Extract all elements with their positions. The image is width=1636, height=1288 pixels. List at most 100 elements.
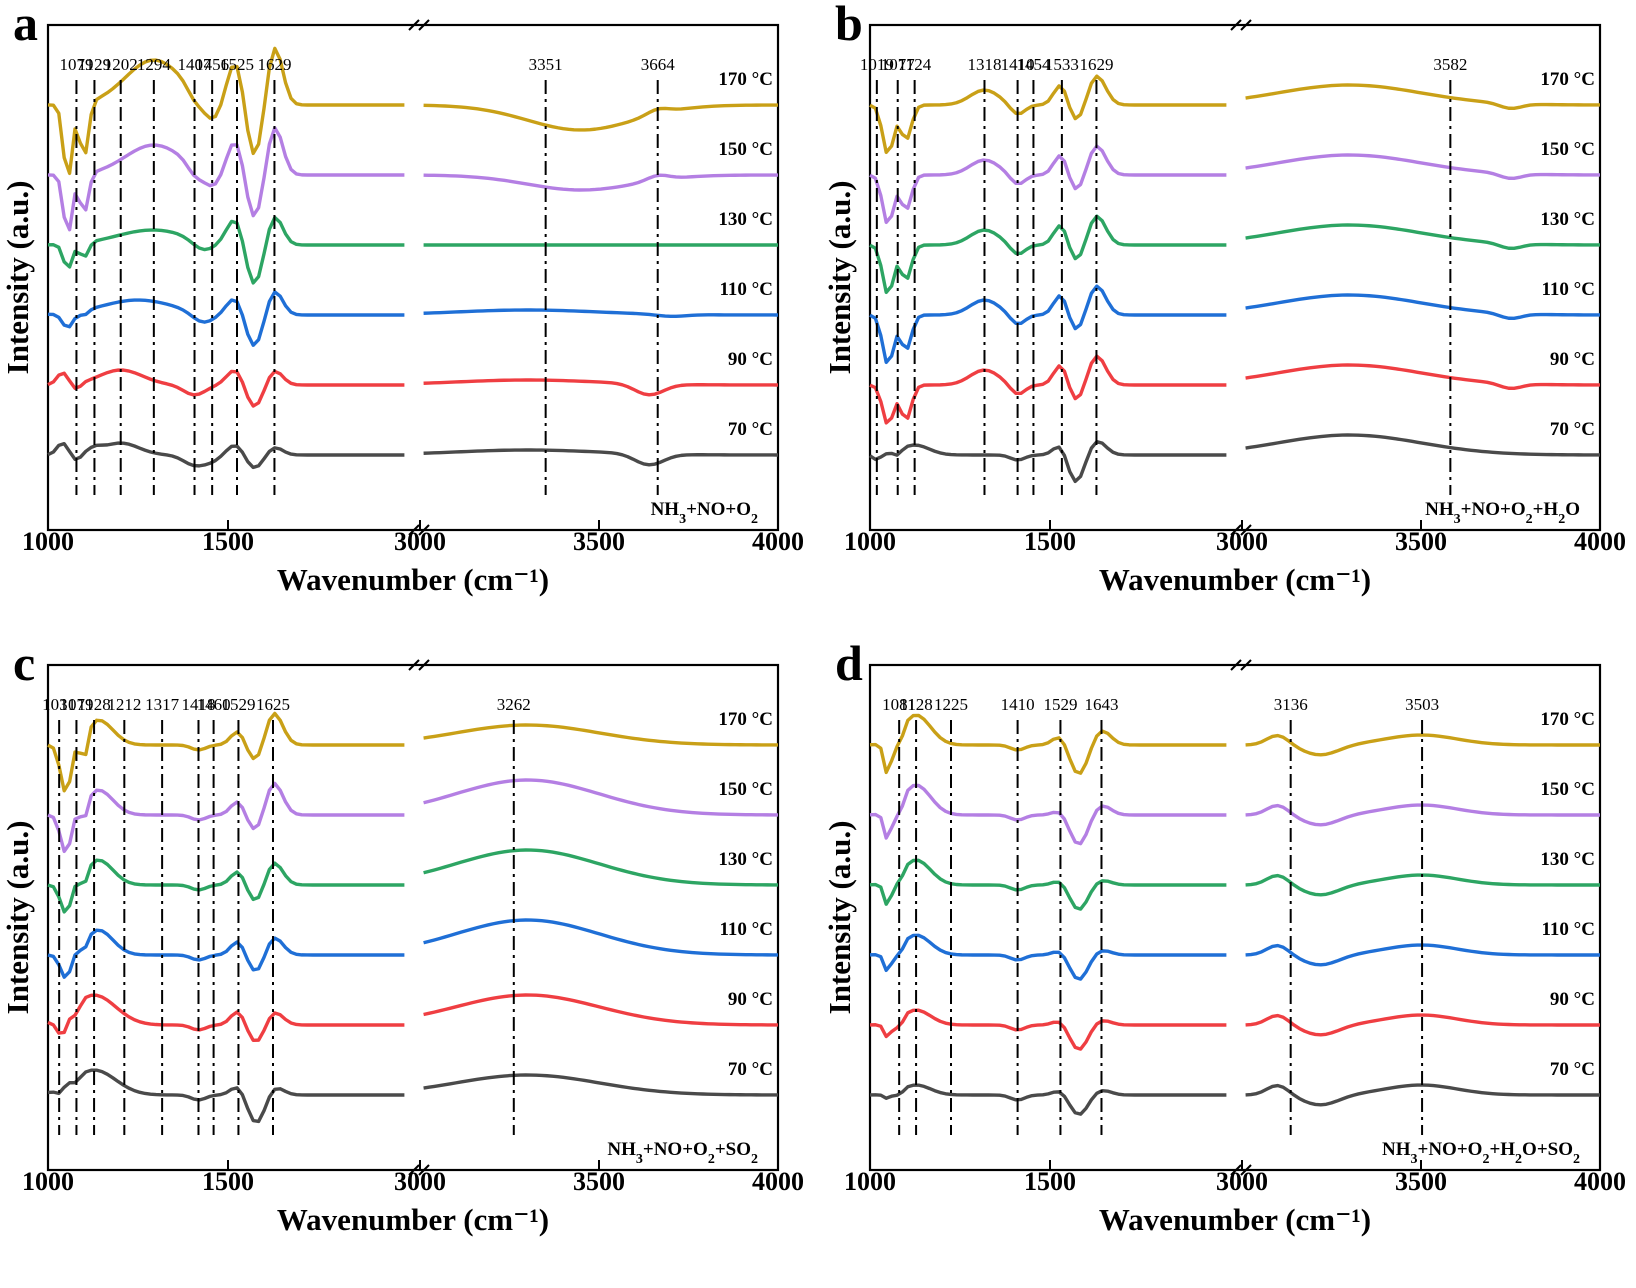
axis-break: [1230, 524, 1242, 536]
peak-label: 1456: [195, 55, 229, 74]
y-axis-title: Intensity (a.u.): [0, 821, 35, 1015]
peak-label: 1128: [77, 695, 110, 714]
series-line-right: [423, 448, 779, 467]
temp-label: 110 °C: [719, 919, 773, 940]
series-line-left: [869, 354, 1227, 425]
series-line-right: [1245, 223, 1601, 251]
peak-label: 1629: [257, 55, 291, 74]
peak-label: 3351: [529, 55, 563, 74]
x-axis-title: Wavenumber (cm⁻¹): [1099, 562, 1371, 597]
panel-d: d Wavenumber (cm⁻¹) Intensity (a.u.) NH3+NO…: [822, 635, 1626, 1237]
y-axis-title: Intensity (a.u.): [0, 181, 35, 375]
peak-label: 1294: [137, 55, 172, 74]
series-line-left: [47, 368, 405, 408]
series-line-left: [869, 783, 1227, 846]
peak-label: 1643: [1084, 695, 1118, 714]
series-line-left: [47, 126, 405, 232]
series-line-right: [423, 778, 779, 817]
peak-label: 1525: [220, 55, 254, 74]
axis-break: [1240, 524, 1252, 536]
series-line-left: [47, 711, 405, 793]
series-line-left: [869, 933, 1227, 981]
peak-label: 1128: [899, 695, 932, 714]
peak-label: 1460: [197, 695, 231, 714]
peak-label: 1077: [881, 55, 916, 74]
peak-label: 3582: [1433, 55, 1467, 74]
axis-break: [1230, 1164, 1242, 1176]
temp-label: 70 °C: [1550, 1059, 1595, 1080]
x-tick-label: 1000: [844, 1167, 896, 1196]
peak-label: 1410: [1001, 695, 1035, 714]
axis-break: [418, 524, 430, 536]
series-line-left: [869, 144, 1227, 225]
series-line-right: [1245, 293, 1601, 321]
series-line-right: [423, 993, 779, 1027]
temp-label: 110 °C: [719, 279, 773, 300]
x-tick-label: 4000: [1574, 527, 1626, 556]
series-line-right: [423, 1073, 779, 1097]
gas-composition-label: NH3+NO+O2: [651, 499, 758, 527]
panel-a: a Wavenumber (cm⁻¹) Intensity (a.u.) NH3+NO…: [0, 0, 804, 597]
series-line-right: [423, 848, 779, 887]
axis-break: [1240, 19, 1252, 31]
temp-label: 90 °C: [1550, 349, 1595, 370]
temp-label: 150 °C: [718, 139, 773, 160]
series-line-right: [423, 103, 779, 132]
x-tick-label: 3000: [1216, 527, 1268, 556]
x-tick-label: 3500: [1395, 527, 1447, 556]
axis-break: [1240, 659, 1252, 671]
peak-label: 1124: [898, 55, 932, 74]
axis-break: [418, 19, 430, 31]
panel-c: c Wavenumber (cm⁻¹) Intensity (a.u.) NH3+NO…: [0, 635, 804, 1237]
x-tick-label: 3000: [394, 527, 446, 556]
series-line-left: [869, 713, 1227, 775]
y-axis-title: Intensity (a.u.): [822, 181, 857, 375]
x-tick-label: 1500: [1024, 1167, 1076, 1196]
y-axis-title: Intensity (a.u.): [822, 821, 857, 1015]
series-line-left: [869, 1083, 1227, 1116]
series-line-left: [869, 214, 1227, 295]
temp-label: 70 °C: [728, 1059, 773, 1080]
series-line-left: [869, 439, 1227, 484]
temp-label: 90 °C: [728, 349, 773, 370]
peak-label: 1454: [1016, 55, 1050, 74]
series-line-left: [47, 781, 405, 854]
x-tick-label: 1500: [202, 527, 254, 556]
series-line-left: [47, 1068, 405, 1124]
temp-label: 70 °C: [728, 419, 773, 440]
series-line-left: [47, 290, 405, 347]
temp-label: 70 °C: [1550, 419, 1595, 440]
peak-label: 1418: [181, 695, 215, 714]
peak-label: 1031: [42, 695, 76, 714]
peak-label: 3664: [641, 55, 676, 74]
x-tick-label: 3500: [1395, 1167, 1447, 1196]
peak-label: 1529: [1043, 695, 1077, 714]
peak-label: 1533: [1045, 55, 1079, 74]
axis-break: [1240, 1164, 1252, 1176]
series-line-right: [1245, 363, 1601, 391]
temp-label: 130 °C: [718, 209, 773, 230]
axis-break: [418, 1164, 430, 1176]
temp-label: 150 °C: [1540, 139, 1595, 160]
series-line-right: [423, 723, 779, 747]
temp-label: 130 °C: [1540, 209, 1595, 230]
x-tick-label: 1000: [22, 527, 74, 556]
temp-label: 170 °C: [718, 69, 773, 90]
temp-label: 90 °C: [1550, 989, 1595, 1010]
axis-break: [1230, 659, 1242, 671]
temp-label: 90 °C: [728, 989, 773, 1010]
series-line-right: [423, 918, 779, 957]
panel-b: b Wavenumber (cm⁻¹) Intensity (a.u.) NH3+NO…: [822, 0, 1626, 597]
series-line-right: [1245, 433, 1601, 457]
x-tick-label: 3000: [1216, 1167, 1268, 1196]
x-tick-label: 3000: [394, 1167, 446, 1196]
x-tick-label: 3500: [573, 527, 625, 556]
x-tick-label: 1500: [1024, 527, 1076, 556]
peak-label: 3503: [1405, 695, 1439, 714]
series-line-left: [47, 215, 405, 285]
peak-label: 1407: [178, 55, 213, 74]
x-axis-title: Wavenumber (cm⁻¹): [277, 562, 549, 597]
x-tick-label: 4000: [752, 527, 804, 556]
temp-label: 110 °C: [1541, 279, 1595, 300]
series-line-left: [869, 74, 1227, 155]
